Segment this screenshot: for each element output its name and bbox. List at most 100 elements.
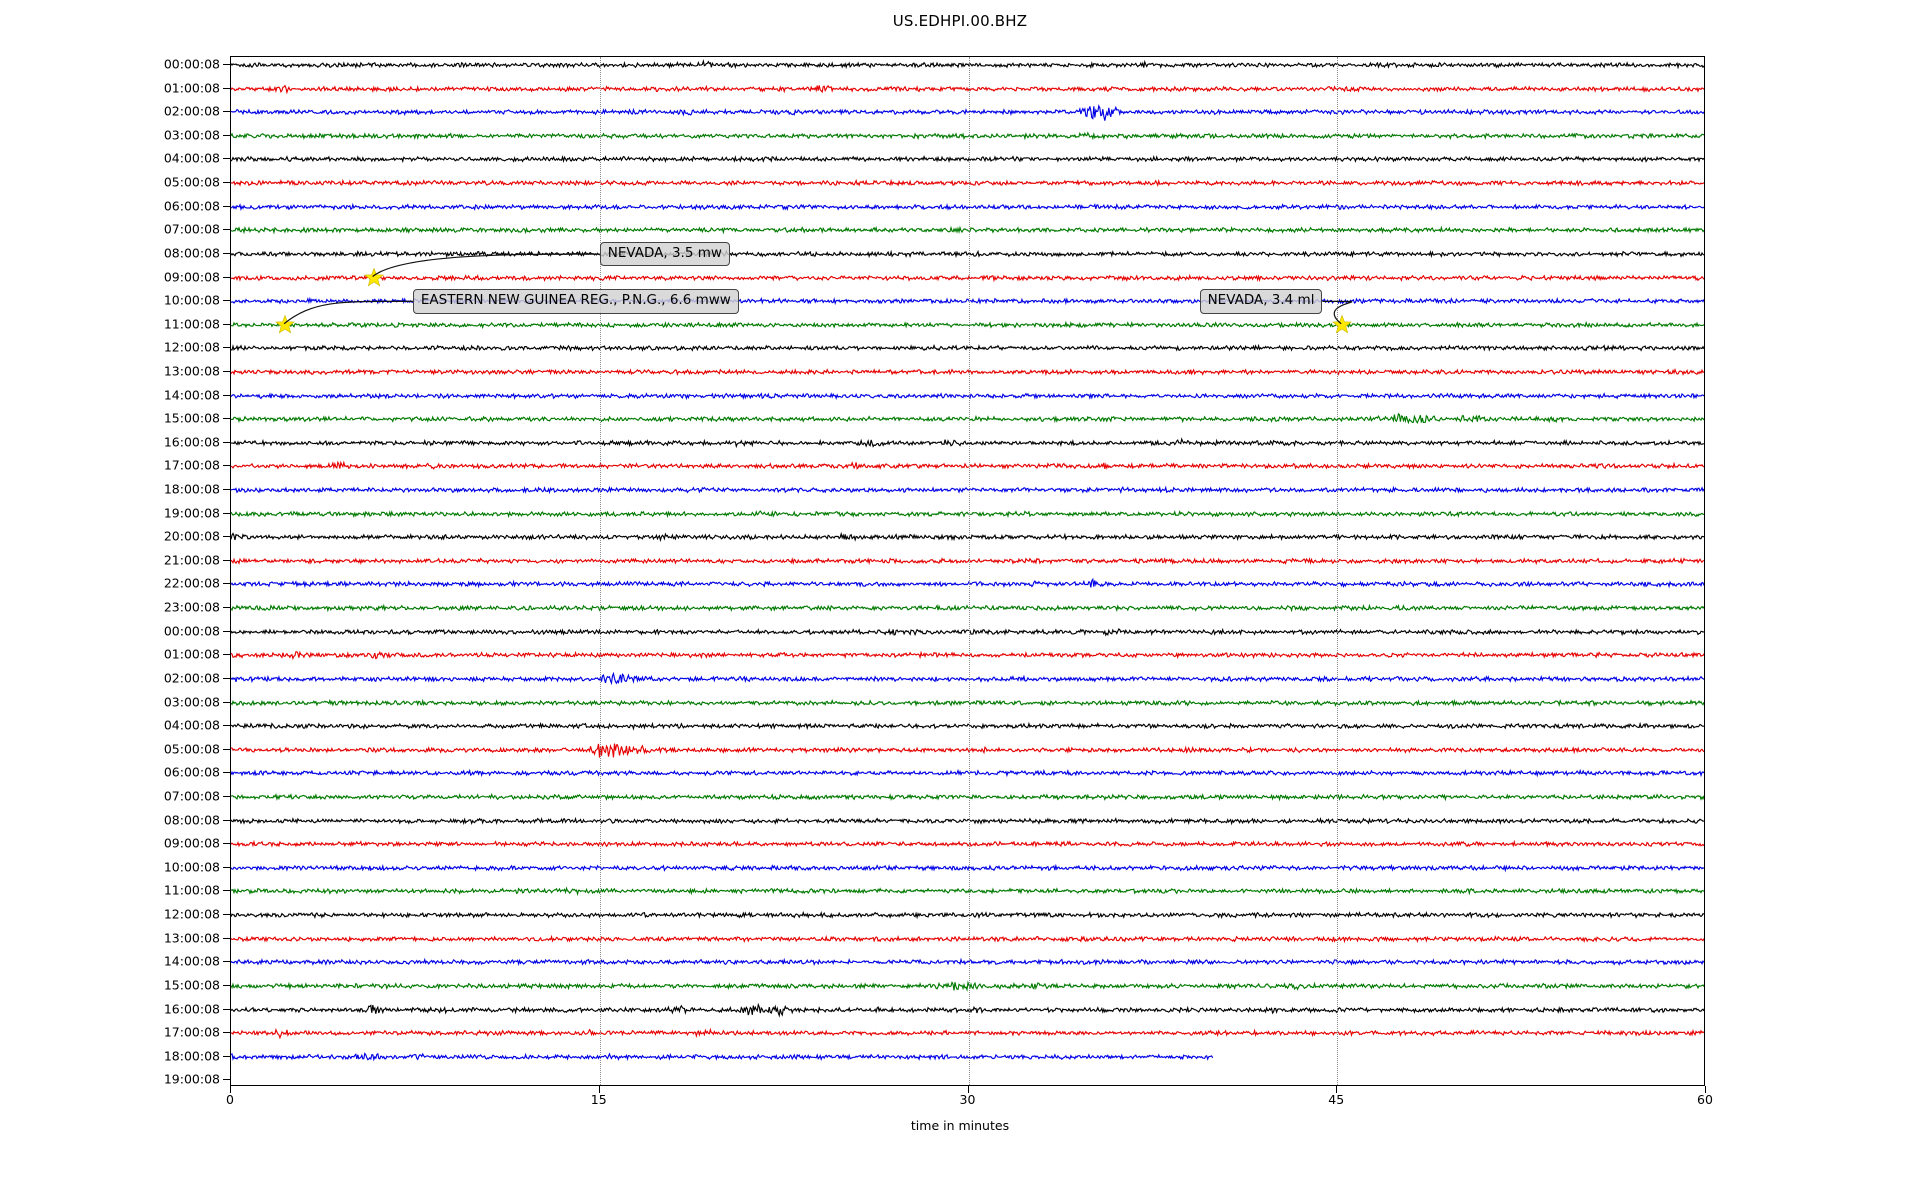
y-axis-tick-label: 10:00:08 — [163, 859, 220, 875]
y-axis-tick-label: 00:00:08 — [163, 623, 220, 639]
y-axis-tick-mark — [223, 843, 231, 845]
x-axis-tick-mark — [230, 1086, 231, 1093]
y-axis-tick-mark — [223, 1055, 231, 1057]
seismic-trace-row — [231, 973, 1704, 999]
y-axis-tick-mark — [223, 1079, 231, 1081]
y-axis-tick-label: 11:00:08 — [163, 316, 220, 332]
y-axis-tick-label: 18:00:08 — [163, 1048, 220, 1064]
event-marker-star-icon[interactable] — [1332, 314, 1353, 335]
seismic-trace-row — [231, 619, 1704, 645]
seismic-trace-row — [231, 784, 1704, 810]
seismic-trace-row — [231, 194, 1704, 220]
seismic-trace-row — [231, 146, 1704, 172]
x-axis-tick-label: 45 — [1328, 1092, 1345, 1107]
y-axis-tick-mark — [223, 866, 231, 868]
event-annotation-label[interactable]: NEVADA, 3.5 mw — [599, 241, 730, 267]
y-axis-tick-mark — [223, 111, 231, 113]
seismic-trace-row — [231, 312, 1704, 338]
y-axis-tick-mark — [223, 134, 231, 136]
seismic-trace-row — [231, 383, 1704, 409]
x-axis-tick-label: 0 — [226, 1092, 234, 1107]
seismic-trace-row — [231, 1020, 1704, 1046]
y-axis-tick-mark — [223, 323, 231, 325]
y-axis-tick-mark — [223, 701, 231, 703]
seismic-trace-row — [231, 855, 1704, 881]
y-axis-tick-mark — [223, 1032, 231, 1034]
y-axis-tick-mark — [223, 512, 231, 514]
y-axis-tick-mark — [223, 205, 231, 207]
y-axis-tick-mark — [223, 890, 231, 892]
x-axis-tick-label: 15 — [590, 1092, 607, 1107]
seismic-trace-row — [231, 902, 1704, 928]
y-axis-tick-label: 13:00:08 — [163, 363, 220, 379]
seismic-trace-row — [231, 642, 1704, 668]
seismic-trace-row — [231, 713, 1704, 739]
y-axis-tick-mark — [223, 583, 231, 585]
event-marker-star-icon[interactable] — [275, 314, 296, 335]
seismic-trace-row — [231, 453, 1704, 479]
y-axis-tick-label: 14:00:08 — [163, 953, 220, 969]
y-axis-tick-label: 11:00:08 — [163, 882, 220, 898]
y-axis-tick-label: 00:00:08 — [163, 56, 220, 72]
seismic-trace-row — [231, 170, 1704, 196]
y-axis-tick-mark — [223, 465, 231, 467]
y-axis-tick-mark — [223, 630, 231, 632]
y-axis-tick-label: 17:00:08 — [163, 457, 220, 473]
y-axis-tick-mark — [223, 229, 231, 231]
y-axis-tick-mark — [223, 252, 231, 254]
y-axis-tick-label: 23:00:08 — [163, 599, 220, 615]
x-axis-tick-mark — [1336, 1086, 1338, 1093]
page-title: US.EDHPI.00.BHZ — [892, 12, 1028, 30]
y-axis-tick-label: 09:00:08 — [163, 269, 220, 285]
y-axis-tick-mark — [223, 347, 231, 349]
x-axis-tick-label: 30 — [959, 1092, 976, 1107]
y-axis-tick-mark — [223, 819, 231, 821]
seismic-trace-row — [231, 949, 1704, 975]
seismic-trace-row — [231, 524, 1704, 550]
y-axis-tick-label: 05:00:08 — [163, 741, 220, 757]
y-axis-tick-label: 10:00:08 — [163, 292, 220, 308]
y-axis-tick-mark — [223, 607, 231, 609]
y-axis-tick-mark — [223, 418, 231, 420]
seismic-trace-row — [231, 406, 1704, 432]
y-axis-tick-mark — [223, 914, 231, 916]
y-axis-tick-mark — [223, 182, 231, 184]
y-axis-tick-label: 09:00:08 — [163, 835, 220, 851]
seismic-trace-row — [231, 571, 1704, 597]
seismic-trace-row — [231, 926, 1704, 952]
y-axis-tick-label: 15:00:08 — [163, 410, 220, 426]
y-axis-tick-label: 07:00:08 — [163, 788, 220, 804]
seismic-trace-row — [231, 123, 1704, 149]
y-axis-tick-label: 13:00:08 — [163, 930, 220, 946]
y-axis-tick-label: 02:00:08 — [163, 670, 220, 686]
y-axis-tick-label: 04:00:08 — [163, 717, 220, 733]
seismic-trace-row — [231, 666, 1704, 692]
y-axis-tick-label: 15:00:08 — [163, 977, 220, 993]
y-axis-tick-mark — [223, 984, 231, 986]
seismic-trace-row — [231, 217, 1704, 243]
seismic-trace-row — [231, 99, 1704, 125]
y-axis-tick-mark — [223, 394, 231, 396]
y-axis-tick-mark — [223, 677, 231, 679]
x-axis-title: time in minutes — [910, 1118, 1010, 1133]
seismic-trace-row — [231, 52, 1704, 78]
seismic-trace-row — [231, 548, 1704, 574]
y-axis-tick-label: 02:00:08 — [163, 103, 220, 119]
y-axis-tick-label: 08:00:08 — [163, 812, 220, 828]
seismic-trace-row — [231, 430, 1704, 456]
seismic-trace-row — [231, 501, 1704, 527]
seismic-trace-row — [231, 335, 1704, 361]
y-axis-tick-label: 01:00:08 — [163, 80, 220, 96]
event-marker-star-icon[interactable] — [363, 267, 384, 288]
event-annotation-label[interactable]: EASTERN NEW GUINEA REG., P.N.G., 6.6 mww — [412, 289, 739, 314]
seismic-traces-layer — [231, 57, 1704, 1085]
y-axis-tick-label: 04:00:08 — [163, 150, 220, 166]
y-axis-tick-mark — [223, 536, 231, 538]
y-axis-tick-label: 22:00:08 — [163, 575, 220, 591]
y-axis-tick-mark — [223, 158, 231, 160]
seismic-trace-row — [231, 760, 1704, 786]
y-axis-tick-label: 16:00:08 — [163, 434, 220, 450]
seismic-trace-row — [231, 1044, 1704, 1070]
event-annotation-label[interactable]: NEVADA, 3.4 ml — [1199, 289, 1323, 314]
y-axis-tick-mark — [223, 725, 231, 727]
